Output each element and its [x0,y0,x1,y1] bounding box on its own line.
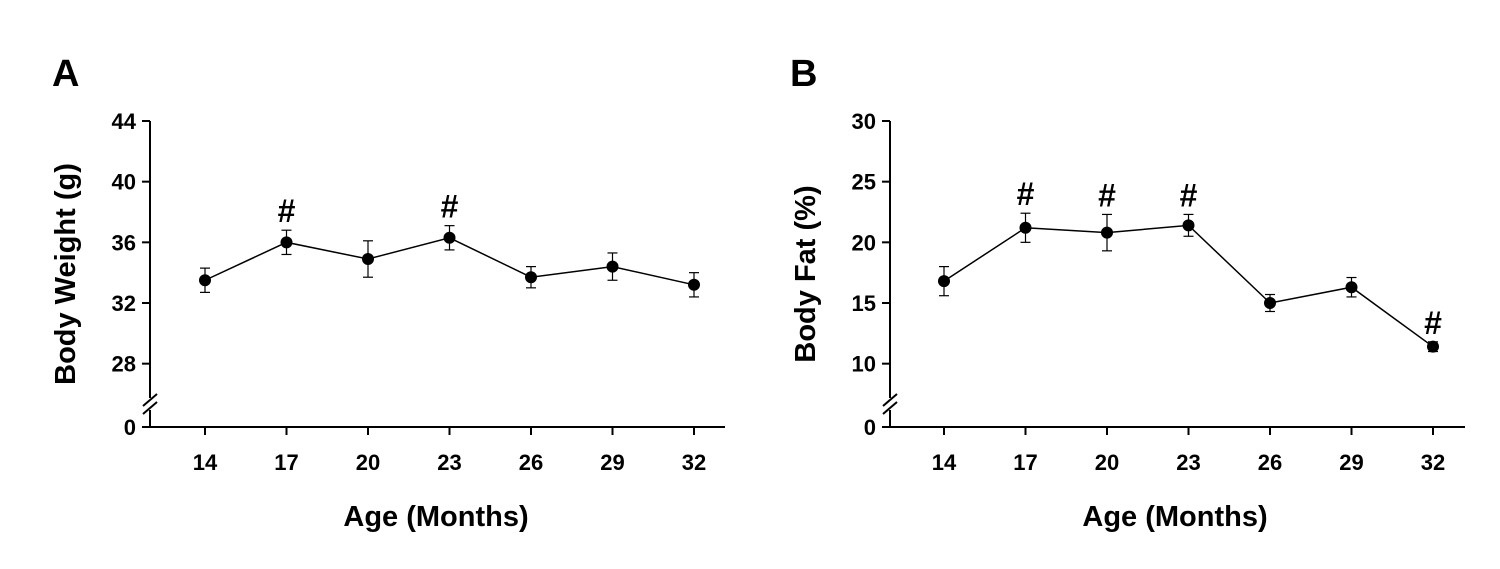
y-tick-label: 36 [112,230,136,255]
x-tick-label: 32 [1421,450,1445,475]
data-point [1019,221,1032,234]
x-tick-label: 20 [1095,450,1119,475]
x-tick-label: 17 [1013,450,1037,475]
y-tick-label: 28 [112,352,136,377]
significance-marker: # [278,193,296,229]
x-tick-label: 14 [932,450,957,475]
axis-break-mark [882,401,898,415]
data-point [688,278,700,291]
x-tick-label: 23 [1176,450,1200,475]
significance-marker: # [1098,177,1116,213]
panel-label: A [52,53,79,95]
axis-break-mark [882,393,898,407]
y-tick-label: 0 [124,415,136,440]
y-axis-label: Body Fat (%) [790,185,822,362]
x-tick-label: 29 [600,450,624,475]
x-tick-label: 26 [1258,450,1282,475]
data-point [606,260,619,273]
panel-b: B 0 10 15 20 25 30 14 17 20 23 26 29 32 Age (Months) Bo… [790,53,1465,533]
y-tick-label: 30 [852,109,876,134]
x-axis-label: Age (Months) [343,501,528,533]
data-point [1427,340,1439,353]
data-point [1264,297,1276,309]
significance-marker: # [441,189,459,225]
data-point [362,253,374,266]
panel-a: A 0 28 32 36 40 44 14 17 20 23 26 29 32 Age (Months) Bo… [50,53,725,533]
data-point [443,231,456,244]
y-tick-label: 15 [852,291,876,316]
significance-marker: # [1017,176,1035,212]
y-tick-label: 25 [852,170,876,195]
data-point [938,275,950,288]
significance-marker: # [1180,177,1198,213]
x-tick-label: 23 [437,450,461,475]
significance-marker: # [1424,305,1442,341]
axis-break-mark [142,393,158,407]
y-axis-label: Body Weight (g) [50,163,82,385]
axis-break-mark [142,401,158,415]
x-axis-label: Age (Months) [1082,501,1267,533]
x-tick-label: 20 [356,450,380,475]
data-point [1101,226,1113,239]
y-tick-label: 32 [112,291,136,316]
y-tick-label: 0 [864,415,876,440]
panel-label: B [790,53,817,95]
data-point [1182,219,1195,232]
data-point [525,271,537,284]
y-tick-label: 10 [852,352,876,377]
x-tick-label: 29 [1339,450,1363,475]
y-tick-label: 20 [852,230,876,255]
series-line [943,224,1434,348]
y-tick-label: 44 [112,109,137,134]
y-tick-label: 40 [112,170,136,195]
x-tick-label: 17 [274,450,298,475]
data-point [280,236,293,249]
x-tick-label: 26 [519,450,543,475]
x-tick-label: 32 [682,450,706,475]
x-tick-label: 14 [193,450,218,475]
data-point [199,274,211,287]
data-point [1345,281,1358,294]
